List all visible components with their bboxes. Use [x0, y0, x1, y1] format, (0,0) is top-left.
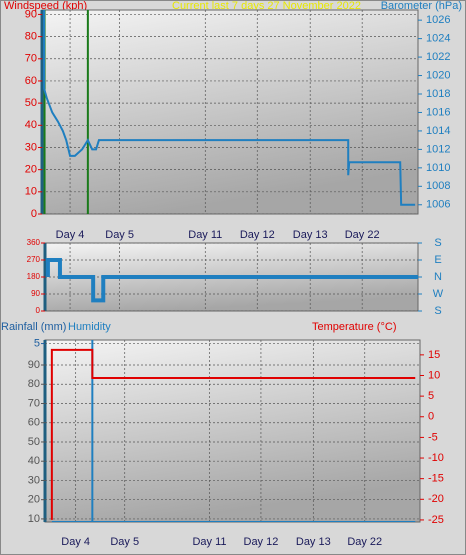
y2-tick-label: E	[434, 254, 441, 266]
chart-title: Current last 7 days 27 November 2022	[172, 0, 361, 12]
y-tick-label: 0	[31, 208, 37, 220]
series-line	[50, 348, 416, 520]
y3-tick-label: 30	[28, 474, 40, 486]
plot-area	[41, 9, 419, 215]
x-tick-label: Day 13	[296, 536, 331, 548]
y2-tick-label: 1018	[426, 88, 450, 100]
y3-tick-label: 70	[28, 397, 40, 409]
y-tick-label: 0	[36, 306, 41, 315]
y2-tick-label: W	[433, 288, 444, 300]
y-tick-label: 30	[25, 141, 37, 153]
plot	[45, 340, 420, 522]
y-tick-label: 360	[27, 238, 41, 247]
y-tick-label: 60	[25, 75, 37, 87]
y3-tick-label: 50	[28, 436, 40, 448]
y-tick-label: 5	[34, 337, 40, 349]
y2-tick-label: -5	[428, 431, 438, 443]
y2-tick-label: S	[434, 237, 441, 249]
y2-tick-label: -20	[428, 493, 444, 505]
y2-tick-label: 5	[428, 390, 434, 402]
x-tick-label: Day 4	[56, 229, 85, 241]
x-tick-label: Day 22	[345, 229, 380, 241]
y2-tick-label: 1024	[426, 33, 450, 45]
x-tick-label: Day 22	[347, 536, 382, 548]
series-line	[45, 258, 418, 303]
y2-tick-label: 1016	[426, 106, 450, 118]
y3-tick-label: 20	[28, 494, 40, 506]
y2-axis-title: Barometer (hPa)	[381, 0, 462, 12]
x-tick-label: Day 11	[192, 536, 226, 548]
y3-tick-label: 40	[28, 455, 40, 467]
y-tick-label: 50	[25, 97, 37, 109]
y-tick-label: 90	[31, 289, 40, 298]
y2-tick-label: 15	[428, 349, 440, 361]
plot-area	[44, 339, 421, 523]
y3-tick-label: 10	[28, 513, 40, 525]
y-tick-label: 80	[25, 31, 37, 43]
y2-tick-label: -25	[428, 514, 444, 526]
y-tick-label: 270	[27, 255, 41, 264]
y-axis-title: Rainfall (mm)	[1, 321, 66, 333]
y3-axis-title: Humidity	[68, 321, 111, 333]
y2-tick-label: -15	[428, 473, 444, 485]
plot	[45, 243, 418, 311]
y2-tick-label: -10	[428, 452, 444, 464]
y3-tick-label: 60	[28, 417, 40, 429]
y2-tick-label: 1022	[426, 51, 450, 63]
y2-tick-label: 10	[428, 369, 440, 381]
x-tick-label: Day 4	[61, 536, 90, 548]
y-tick-label: 70	[25, 53, 37, 65]
y2-tick-label: 1010	[426, 162, 450, 174]
plot	[42, 10, 418, 214]
y-axis-title: Windspeed (kph)	[4, 0, 87, 12]
x-tick-label: Day 13	[293, 229, 328, 241]
y2-axis-title: Temperature (°C)	[312, 321, 396, 333]
y3-tick-label: 80	[28, 378, 40, 390]
x-tick-label: Day 12	[240, 229, 275, 241]
x-tick-label: Day 11	[188, 229, 222, 241]
y2-tick-label: N	[434, 271, 442, 283]
y2-tick-label: 1012	[426, 143, 450, 155]
x-tick-label: Day 12	[244, 536, 279, 548]
y2-tick-label: 1020	[426, 69, 450, 81]
y-tick-label: 40	[25, 119, 37, 131]
x-tick-label: Day 5	[110, 536, 139, 548]
y2-tick-label: 1006	[426, 199, 450, 211]
y-tick-label: 90	[25, 8, 37, 20]
y-tick-label: 180	[27, 272, 41, 281]
y3-tick-label: 90	[28, 359, 40, 371]
y-tick-label: 20	[25, 164, 37, 176]
y2-tick-label: S	[434, 305, 441, 317]
series-line	[43, 10, 416, 206]
x-tick-label: Day 5	[105, 229, 134, 241]
y2-tick-label: 1008	[426, 180, 450, 192]
y2-tick-label: 1014	[426, 125, 450, 137]
y-tick-label: 10	[25, 186, 37, 198]
y2-tick-label: 1026	[426, 14, 450, 26]
y2-tick-label: 0	[428, 411, 434, 423]
